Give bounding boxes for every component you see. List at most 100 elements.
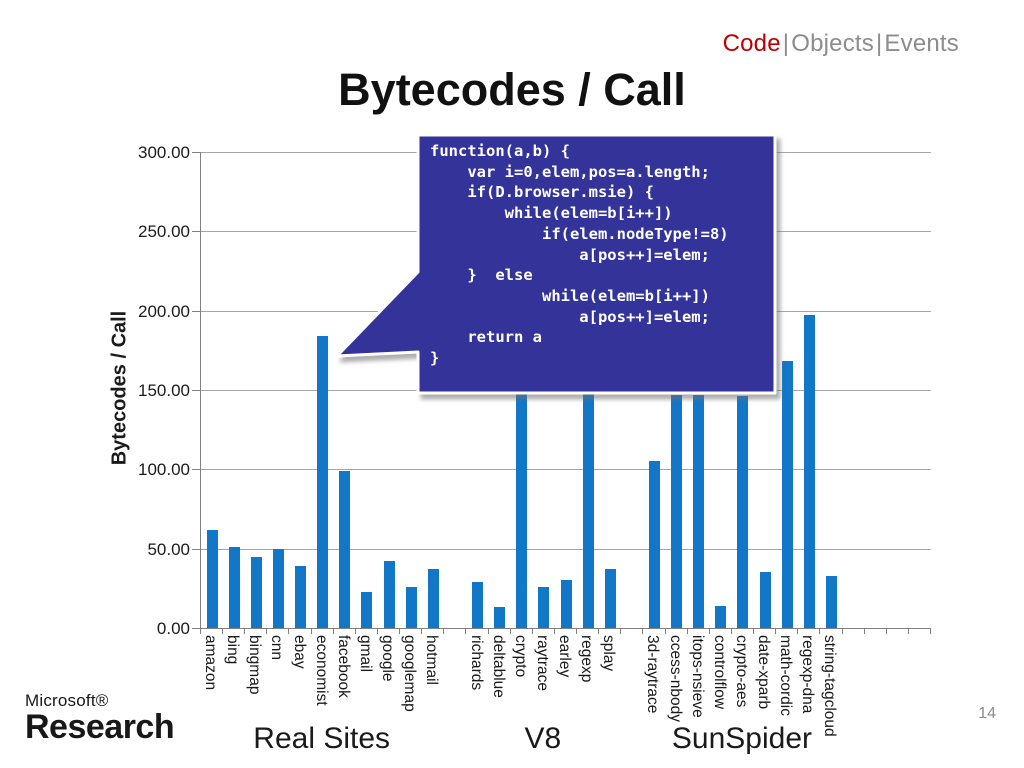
x-tick <box>885 629 887 634</box>
bar-ccess-nbody <box>671 394 683 628</box>
bar-ebay <box>295 566 307 628</box>
category-label-splay: splay <box>600 635 618 672</box>
x-tick <box>487 629 489 634</box>
y-tick-label: 100.00 <box>138 460 190 480</box>
category-label-ccess-nbody: ccess-nbody <box>666 635 684 723</box>
x-tick <box>686 629 688 634</box>
code-snippet: function(a,b) { var i=0,elem,pos=a.lengt… <box>430 142 729 368</box>
page-title: Bytecodes / Call <box>338 64 686 115</box>
y-tick-label: 150.00 <box>138 381 190 400</box>
y-tick <box>192 390 200 391</box>
bar-earley <box>560 580 572 628</box>
bar-3d-raytrace <box>648 461 660 628</box>
logo-brand: Microsoft® <box>25 691 109 710</box>
x-tick <box>797 629 799 634</box>
bar-regexp-dna <box>803 315 815 628</box>
y-tick-label: 200.00 <box>138 301 190 321</box>
category-label-amazon: amazon <box>202 635 220 691</box>
category-label-economist: economist <box>312 635 330 706</box>
gridline <box>201 469 931 471</box>
y-tick <box>192 469 200 471</box>
microsoft-research-logo: Microsoft® Research <box>25 691 175 746</box>
category-label-googlemap: googlemap <box>401 635 419 712</box>
breadcrumb-separator: | <box>875 30 883 57</box>
category-label-itops-nsieve: itops-nsieve <box>688 635 706 718</box>
x-tick <box>376 629 378 634</box>
category-label-google: google <box>379 635 397 682</box>
category-label-earley: earley <box>556 635 573 678</box>
x-tick <box>841 629 843 634</box>
bar-cnn <box>272 548 284 628</box>
breadcrumb-item-events[interactable]: Events <box>884 30 959 57</box>
category-label-bingmap: bingmap <box>246 635 264 695</box>
bar-crypto <box>516 393 528 628</box>
breadcrumb-separator: | <box>782 30 790 57</box>
bar-amazon <box>206 529 218 628</box>
x-tick <box>730 629 732 634</box>
callout-shape <box>335 133 777 395</box>
bar-facebook <box>339 470 351 628</box>
x-tick <box>753 629 755 634</box>
y-tick <box>192 628 200 629</box>
x-tick <box>288 629 290 634</box>
category-label-3d-raytrace: 3d-raytrace <box>644 635 662 714</box>
bar-economist <box>317 336 329 628</box>
bar-richards <box>472 582 483 628</box>
y-tick <box>192 152 200 153</box>
y-tick-label: 0.00 <box>156 619 190 638</box>
category-label-date-xparb: date-xparb <box>755 635 773 710</box>
category-label-richards: richards <box>467 635 485 691</box>
bar-splay <box>604 569 616 628</box>
category-label-deltablue: deltablue <box>489 635 507 698</box>
bar-hotmail <box>427 569 439 628</box>
group-label-real-sites: Real Sites <box>253 722 391 755</box>
category-label-regexp-dna: regexp-dna <box>799 635 817 714</box>
logo-name: Research <box>25 708 175 746</box>
bar-string-tagcloud <box>825 575 837 628</box>
bar-googlemap <box>405 586 417 628</box>
bar-math-cordic <box>781 361 793 628</box>
x-tick <box>354 629 356 634</box>
x-tick <box>819 629 821 634</box>
x-tick <box>465 629 467 634</box>
breadcrumb-item-code[interactable]: Code <box>722 30 781 57</box>
bar-bing <box>228 547 240 628</box>
category-label-bing: bing <box>224 635 242 665</box>
x-tick <box>310 629 312 634</box>
breadcrumb: Code|Objects|Events <box>722 30 960 58</box>
x-tick <box>222 629 224 634</box>
category-label-crypto-aes: crypto-aes <box>732 635 750 708</box>
bar-controlflow <box>715 605 727 628</box>
x-tick <box>531 629 533 634</box>
x-tick <box>598 629 600 634</box>
page-number: 14 <box>978 705 996 722</box>
x-tick <box>266 629 268 634</box>
y-tick <box>192 231 200 233</box>
x-tick <box>930 629 931 634</box>
bar-bingmap <box>250 556 262 628</box>
category-label-crypto: crypto <box>511 635 529 678</box>
x-tick <box>509 629 511 634</box>
category-label-raytrace: raytrace <box>533 635 551 691</box>
category-label-ebay: ebay <box>290 635 308 669</box>
x-tick <box>244 629 246 634</box>
bar-google <box>383 561 395 628</box>
x-tick <box>332 629 334 634</box>
category-label-regexp: regexp <box>578 635 596 683</box>
y-tick <box>192 310 200 312</box>
x-tick <box>200 629 201 634</box>
x-tick <box>907 629 909 634</box>
x-tick <box>775 629 777 634</box>
code-callout-bubble <box>335 133 777 395</box>
y-tick-label: 300.00 <box>138 143 190 162</box>
bar-gmail <box>361 591 373 628</box>
y-tick-label: 250.00 <box>138 222 190 242</box>
bar-date-xparb <box>759 572 771 628</box>
y-tick-label: 50.00 <box>147 539 190 559</box>
breadcrumb-item-objects[interactable]: Objects <box>791 30 874 57</box>
x-tick <box>708 629 710 634</box>
x-tick <box>443 629 445 634</box>
y-tick <box>192 548 200 550</box>
x-tick <box>863 629 865 634</box>
category-label-math-cordic: math-cordic <box>777 635 795 716</box>
